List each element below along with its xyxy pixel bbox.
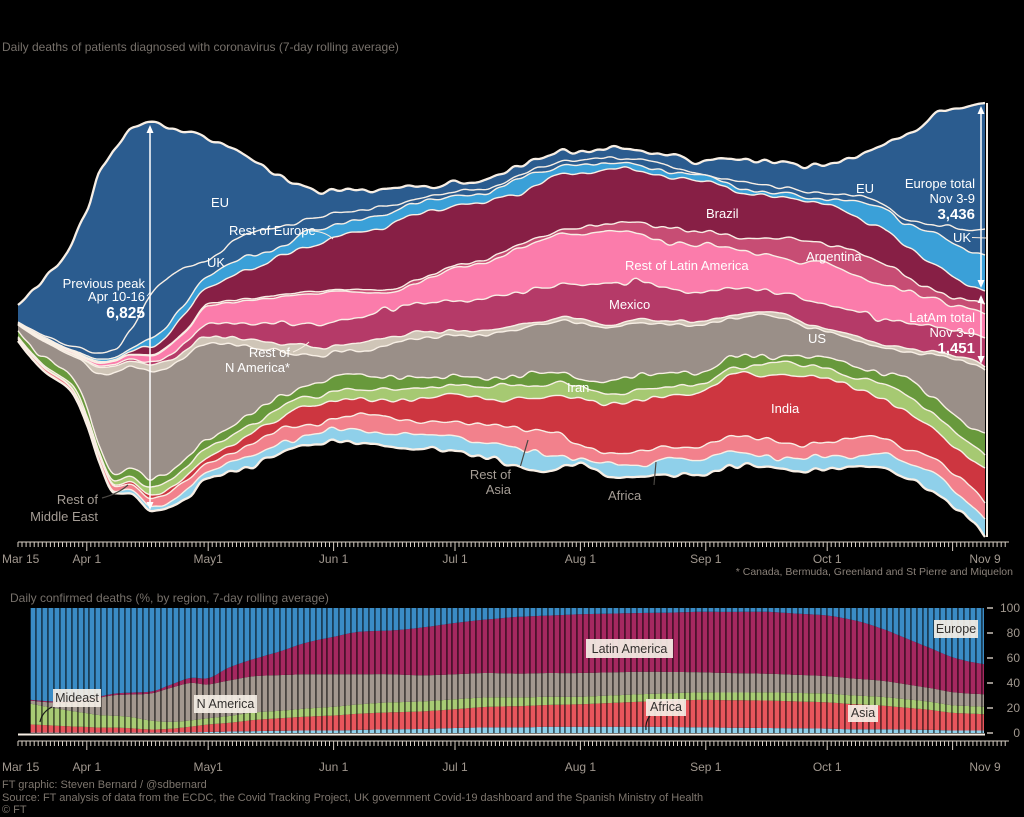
svg-text:Apr 1: Apr 1: [72, 552, 101, 566]
svg-text:Africa: Africa: [608, 488, 642, 503]
svg-text:80: 80: [1007, 626, 1021, 640]
svg-text:Aug 1: Aug 1: [565, 552, 597, 566]
svg-text:1,451: 1,451: [937, 340, 975, 357]
svg-text:* Canada, Bermuda, Greenland a: * Canada, Bermuda, Greenland and St Pier…: [736, 566, 1013, 578]
svg-text:Nov 9: Nov 9: [969, 760, 1001, 774]
svg-text:Oct 1: Oct 1: [813, 760, 842, 774]
svg-text:UK: UK: [207, 255, 225, 270]
svg-text:FT graphic: Steven Bernard / @: FT graphic: Steven Bernard / @sdbernard: [2, 779, 207, 791]
svg-text:Europe total: Europe total: [905, 176, 975, 191]
svg-text:Middle East: Middle East: [30, 509, 98, 524]
svg-text:Apr 1: Apr 1: [72, 760, 101, 774]
svg-text:Latin America: Latin America: [592, 642, 668, 656]
svg-text:May1: May1: [194, 760, 224, 774]
svg-text:LatAm total: LatAm total: [909, 310, 975, 325]
svg-text:Nov 3-9: Nov 3-9: [929, 325, 975, 340]
svg-text:India: India: [771, 401, 800, 416]
svg-text:Asia: Asia: [486, 482, 512, 497]
svg-text:Aug 1: Aug 1: [565, 760, 597, 774]
svg-text:May1: May1: [194, 552, 224, 566]
svg-text:N America: N America: [197, 697, 255, 711]
svg-text:100: 100: [1000, 601, 1020, 615]
svg-text:3,436: 3,436: [937, 206, 975, 223]
svg-text:Jul 1: Jul 1: [442, 760, 468, 774]
svg-text:EU: EU: [211, 195, 229, 210]
svg-text:Mar 15: Mar 15: [2, 760, 40, 774]
svg-text:Nov 3-9: Nov 3-9: [929, 191, 975, 206]
svg-text:0: 0: [1013, 726, 1020, 740]
svg-text:Mexico: Mexico: [609, 297, 650, 312]
svg-text:Jun 1: Jun 1: [319, 760, 349, 774]
svg-text:Jun 1: Jun 1: [319, 552, 349, 566]
svg-text:Europe: Europe: [936, 622, 976, 636]
svg-text:Brazil: Brazil: [706, 206, 739, 221]
svg-text:Mar 15: Mar 15: [2, 552, 40, 566]
svg-text:UK: UK: [953, 230, 971, 245]
svg-text:Jul 1: Jul 1: [442, 552, 468, 566]
svg-text:60: 60: [1007, 651, 1021, 665]
svg-text:Africa: Africa: [650, 700, 682, 714]
svg-text:US: US: [808, 331, 826, 346]
svg-text:Sep 1: Sep 1: [690, 552, 722, 566]
svg-text:Rest of Europe: Rest of Europe: [229, 223, 316, 238]
svg-text:Rest of: Rest of: [470, 467, 512, 482]
svg-text:N America*: N America*: [225, 360, 290, 375]
svg-text:Sep 1: Sep 1: [690, 760, 722, 774]
svg-text:20: 20: [1007, 701, 1021, 715]
svg-text:6,825: 6,825: [106, 305, 145, 322]
svg-text:Nov 9: Nov 9: [969, 552, 1001, 566]
svg-text:Daily deaths of patients diagn: Daily deaths of patients diagnosed with …: [2, 40, 399, 54]
svg-text:Rest of: Rest of: [57, 492, 99, 507]
svg-text:© FT: © FT: [2, 804, 27, 816]
svg-text:Apr 10-16: Apr 10-16: [88, 289, 145, 304]
svg-text:Mideast: Mideast: [55, 691, 99, 705]
svg-text:Rest of Latin America: Rest of Latin America: [625, 258, 749, 273]
svg-text:Asia: Asia: [851, 706, 875, 720]
svg-text:Source: FT analysis of data fr: Source: FT analysis of data from the ECD…: [2, 792, 703, 804]
svg-text:Iran: Iran: [567, 380, 589, 395]
svg-text:Daily confirmed deaths (%, by: Daily confirmed deaths (%, by region, 7-…: [10, 591, 329, 605]
svg-text:Oct 1: Oct 1: [813, 552, 842, 566]
svg-text:40: 40: [1007, 676, 1021, 690]
svg-text:Previous peak: Previous peak: [63, 276, 146, 291]
svg-text:Argentina: Argentina: [806, 249, 862, 264]
svg-text:Rest of: Rest of: [249, 345, 291, 360]
svg-text:EU: EU: [856, 181, 874, 196]
